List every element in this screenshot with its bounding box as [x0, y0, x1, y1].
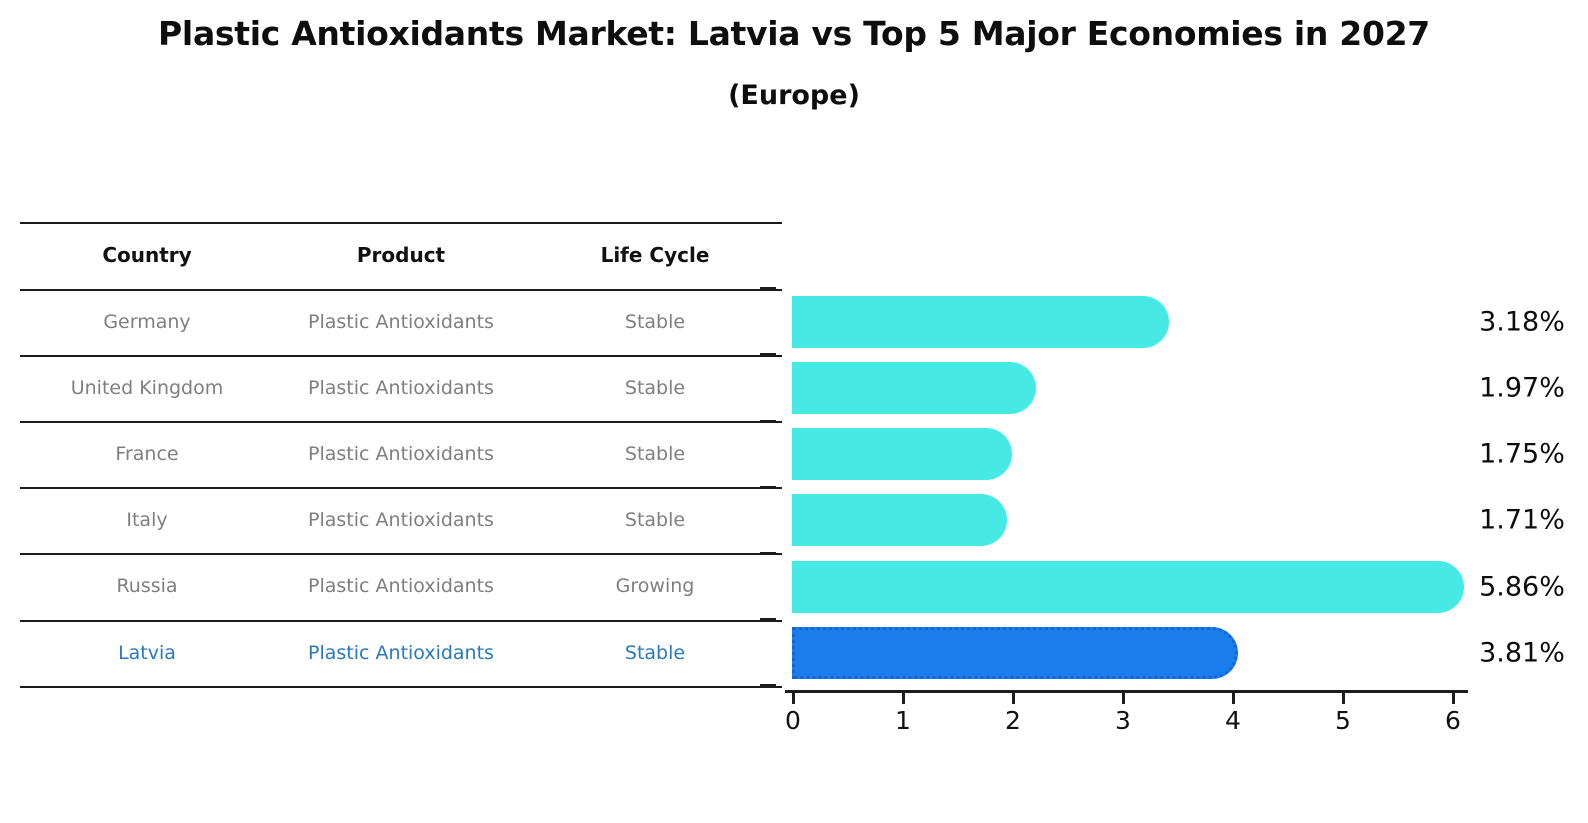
bar-latvia: [792, 626, 1239, 679]
table-row-united-kingdom: United Kingdom Plastic Antioxidants Stable: [20, 355, 782, 421]
x-axis-tick-label: 1: [895, 706, 911, 735]
table-row-france: France Plastic Antioxidants Stable: [20, 421, 782, 487]
table-cell-product: Plastic Antioxidants: [308, 376, 494, 399]
table-header-row: Country Product Life Cycle: [20, 222, 782, 289]
bar-value-label-russia: 5.86%: [1479, 571, 1565, 602]
bar-russia: [792, 560, 1464, 613]
table-cell-life-cycle: Stable: [624, 443, 686, 466]
y-axis-tick: [760, 419, 776, 423]
table-row-line: [20, 619, 782, 622]
bar-value-label-latvia: 3.81%: [1479, 637, 1565, 669]
table-cell-product: Plastic Antioxidants: [308, 310, 494, 333]
table-header-cell-product: Product: [356, 243, 446, 268]
x-axis-tick: [1451, 693, 1455, 704]
table-cell-life-cycle: Stable: [624, 310, 686, 333]
table-row-line: [20, 487, 782, 490]
table-cell-life-cycle: Stable: [624, 641, 686, 664]
table-cell-product: Plastic Antioxidants: [308, 509, 494, 532]
table-top-line: [20, 222, 782, 224]
x-axis-tick: [1011, 693, 1015, 704]
x-axis-tick-label: 4: [1225, 706, 1241, 735]
x-axis-tick-label: 5: [1335, 706, 1351, 735]
x-axis-tick-label: 3: [1115, 706, 1131, 735]
x-axis-tick: [1121, 693, 1125, 704]
bar-united-kingdom: [792, 361, 1036, 414]
x-axis-tick-label: 6: [1445, 706, 1461, 735]
y-axis-tick: [760, 287, 776, 291]
y-axis-tick: [760, 684, 776, 688]
x-axis-tick-label: 0: [785, 706, 801, 735]
table-cell-country: United Kingdom: [70, 376, 224, 399]
table-cell-country: Germany: [103, 310, 191, 333]
x-axis-tick: [791, 693, 795, 704]
bar-germany: [792, 295, 1169, 348]
table-row-line: [20, 685, 782, 688]
table-cell-product: Plastic Antioxidants: [308, 575, 494, 598]
table-cell-product: Plastic Antioxidants: [308, 641, 494, 664]
table-cell-country: Russia: [116, 575, 178, 598]
chart-subtitle: (Europe): [728, 80, 860, 111]
table-cell-country: Latvia: [118, 641, 176, 664]
table-row-italy: Italy Plastic Antioxidants Stable: [20, 487, 782, 553]
table-row-line: [20, 354, 782, 357]
bar-value-label-italy: 1.71%: [1479, 504, 1565, 536]
table-cell-life-cycle: Stable: [624, 509, 686, 532]
bar-value-label-united-kingdom: 1.97%: [1479, 372, 1565, 404]
x-axis-line: [785, 690, 1468, 693]
chart-title: Plastic Antioxidants Market: Latvia vs T…: [158, 14, 1430, 53]
table-header-line: [20, 288, 782, 291]
table-row-line: [20, 553, 782, 556]
table-cell-country: France: [115, 443, 179, 466]
table-cell-life-cycle: Stable: [624, 376, 686, 399]
table-row-line: [20, 421, 782, 423]
y-axis-tick: [760, 618, 776, 622]
table-row-latvia: Latvia Plastic Antioxidants Stable: [20, 620, 782, 686]
table-header-cell-life-cycle: Life Cycle: [600, 243, 710, 268]
bar-france: [792, 428, 1012, 481]
y-axis-tick: [760, 353, 776, 357]
bar-value-label-germany: 3.18%: [1479, 306, 1565, 338]
x-axis-tick-label: 2: [1005, 706, 1021, 735]
table-row-germany: Germany Plastic Antioxidants Stable: [20, 289, 782, 355]
bar-value-label-france: 1.75%: [1479, 438, 1565, 470]
x-axis-tick: [901, 693, 905, 704]
table-row-russia: Russia Plastic Antioxidants Growing: [20, 553, 782, 619]
x-axis-tick: [1341, 693, 1345, 704]
table-header-cell-country: Country: [102, 243, 192, 268]
y-axis-tick: [760, 551, 776, 555]
bar-italy: [792, 494, 1008, 547]
table-cell-country: Italy: [126, 509, 168, 532]
y-axis-tick: [760, 485, 776, 489]
table-cell-life-cycle: Growing: [615, 575, 695, 598]
x-axis-tick: [1231, 693, 1235, 704]
table-cell-product: Plastic Antioxidants: [308, 443, 494, 466]
